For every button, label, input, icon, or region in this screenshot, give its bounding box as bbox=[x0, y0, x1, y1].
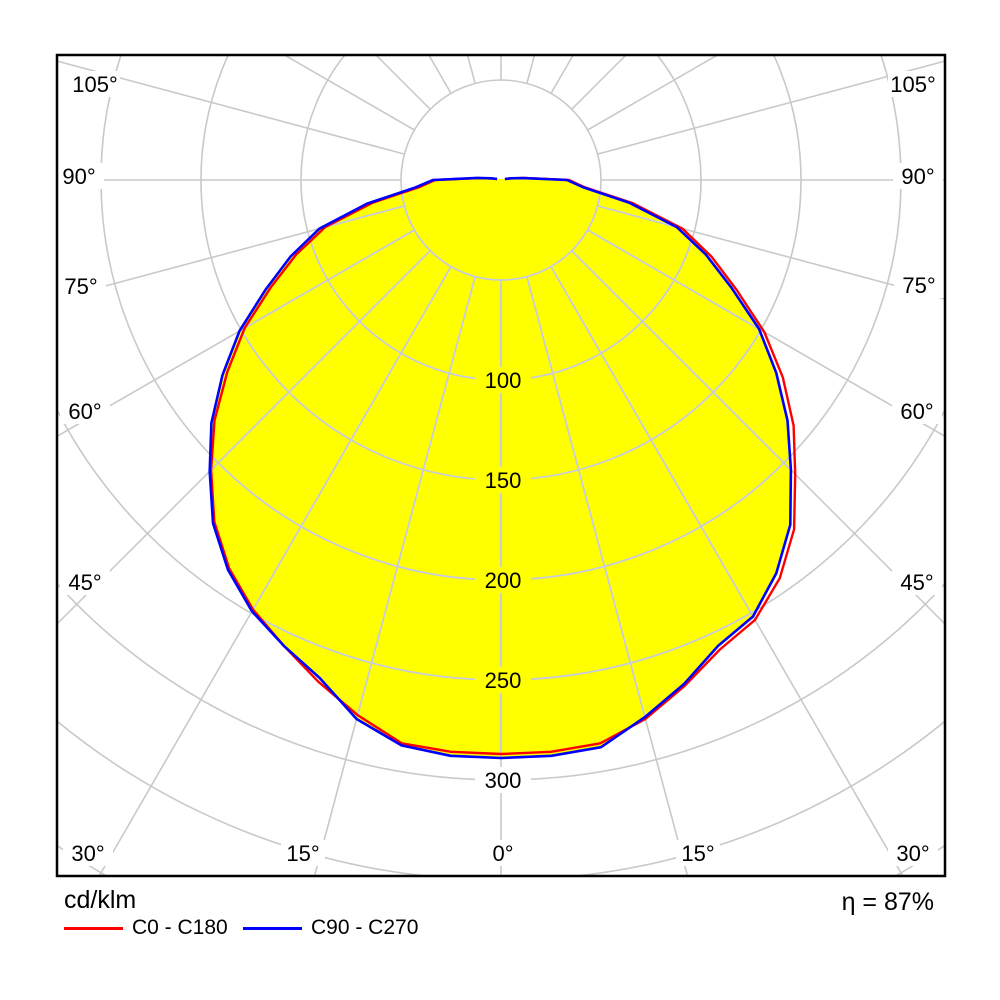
angle-tick-label-bg bbox=[70, 71, 120, 97]
radial-tick-label: 100 bbox=[485, 368, 522, 393]
intensity-curve-c90-c270 bbox=[208, 176, 793, 760]
angle-tick-label-bg bbox=[892, 569, 942, 595]
angle-tick-label-bg bbox=[54, 163, 104, 189]
angle-tick-label-bg bbox=[892, 398, 942, 424]
angle-tick-label-bg bbox=[281, 840, 325, 866]
angle-tick-label: 15° bbox=[681, 841, 714, 866]
intensity-curve-c0-c180 bbox=[209, 176, 797, 756]
angle-tick-label: 30° bbox=[896, 841, 929, 866]
legend-label-c90-c270: C90 - C270 bbox=[311, 916, 419, 939]
angle-tick-label-bg bbox=[63, 840, 113, 866]
angle-tick-label-bg bbox=[888, 840, 938, 866]
angle-tick-label-bg bbox=[894, 272, 944, 298]
angle-tick-label: 60° bbox=[68, 399, 101, 424]
radial-tick-label: 250 bbox=[485, 668, 522, 693]
angle-tick-label: 90° bbox=[62, 164, 95, 189]
angle-tick-label: 45° bbox=[68, 570, 101, 595]
angle-tick-label-bg bbox=[893, 163, 943, 189]
angle-tick-label-bg bbox=[481, 840, 525, 866]
legend-item-c0-c180: C0 - C180 bbox=[64, 916, 228, 940]
angle-tick-label: 90° bbox=[901, 164, 934, 189]
angle-tick-label: 0° bbox=[492, 841, 513, 866]
plot-border bbox=[55, 53, 947, 878]
angle-tick-label: 75° bbox=[902, 273, 935, 298]
radial-tick-label-bg bbox=[475, 567, 531, 593]
legend-label-c0-c180: C0 - C180 bbox=[132, 916, 228, 939]
angle-tick-label-bg bbox=[676, 840, 720, 866]
c90-c270-line-swatch bbox=[243, 926, 302, 930]
c0-c180-line-swatch bbox=[64, 926, 123, 930]
angle-tick-label: 105° bbox=[890, 72, 936, 97]
angle-tick-label-bg bbox=[60, 569, 110, 595]
angle-tick-label: 60° bbox=[900, 399, 933, 424]
radial-tick-label-bg bbox=[475, 367, 531, 393]
radial-tick-label: 200 bbox=[485, 568, 522, 593]
angle-tick-label: 45° bbox=[900, 570, 933, 595]
angle-tick-label: 30° bbox=[71, 841, 104, 866]
units-label: cd/klm bbox=[64, 886, 137, 914]
radial-tick-label-bg bbox=[475, 667, 531, 693]
radial-tick-label: 150 bbox=[485, 468, 522, 493]
angle-tick-label-bg bbox=[56, 273, 106, 299]
legend-item-c90-c270: C90 - C270 bbox=[243, 916, 418, 940]
efficiency-badge: η = 87% bbox=[841, 888, 934, 916]
angle-tick-label-bg bbox=[888, 71, 938, 97]
angle-tick-label: 15° bbox=[286, 841, 319, 866]
radial-tick-label-bg bbox=[475, 467, 531, 493]
angle-tick-label: 75° bbox=[64, 274, 97, 299]
angle-tick-label-bg bbox=[60, 398, 110, 424]
radial-tick-label: 300 bbox=[485, 768, 522, 793]
radial-tick-label-bg bbox=[475, 767, 531, 793]
angle-tick-label: 105° bbox=[72, 72, 118, 97]
